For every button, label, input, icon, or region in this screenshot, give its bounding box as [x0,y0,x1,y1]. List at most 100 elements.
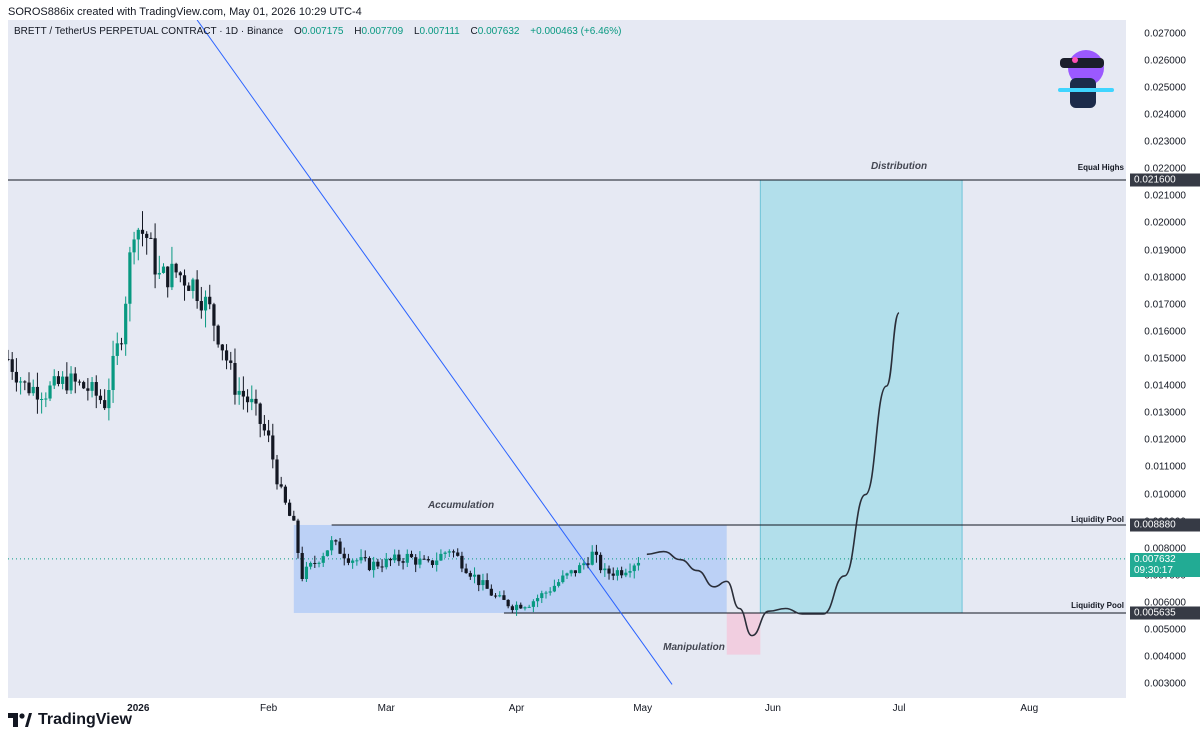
candle-body [140,229,145,234]
candle-body [531,601,535,607]
candle-body [40,398,44,400]
price-tick-label: 0.021000 [1144,190,1186,202]
price-tick-label: 0.023000 [1144,136,1186,148]
candle-body [443,552,447,554]
candle-body [208,296,212,305]
candle-body [94,382,98,396]
price-tick-label: 0.010000 [1144,489,1186,501]
candle-body [514,604,519,611]
open-value: 0.007175 [301,26,344,37]
distribution-zone [759,179,963,614]
liquidity-pool-bottom-label: Liquidity Pool [1071,601,1124,610]
candle-body [266,430,271,436]
candle-body [27,382,31,394]
candle-body [44,398,48,400]
candle-body [405,553,409,563]
candle-body [397,554,401,562]
time-tick-label: 2026 [127,703,150,714]
mascot-icon [1058,50,1114,108]
candle-body [498,595,502,597]
candle-body [8,359,10,360]
candle-body [178,272,182,276]
candle-body [590,551,594,565]
candle-body [115,343,119,356]
liquidity-bottom-price-badge: 0.005635 [1130,606,1200,620]
time-tick-label: Aug [1020,703,1039,714]
price-tick-label: 0.006000 [1144,597,1186,609]
candle-body [174,263,178,273]
candle-body [334,540,338,542]
candle-body [565,573,569,576]
candle-body [548,591,552,593]
candle-body [430,560,435,565]
time-tick-label: Mar [377,703,395,714]
candle-body [10,359,14,372]
tradingview-logo-text: TradingView [38,711,132,728]
candle-body [372,561,376,571]
candle-body [77,381,82,383]
candle-body [578,565,582,574]
price-tick-label: 0.015000 [1144,353,1186,365]
candle-body [283,486,287,503]
candle-body [330,540,334,551]
candle-body [237,390,241,395]
candle-body [271,435,275,460]
high-value: 0.007709 [361,26,404,37]
distribution-label: Distribution [870,161,928,172]
candle-body [481,580,485,586]
equal-highs-price-badge: 0.021600 [1130,173,1200,187]
liquidity-pool-top-label: Liquidity Pool [1071,515,1124,524]
symbol-name: BRETT / TetherUS PERPETUAL CONTRACT · 1D… [14,26,284,37]
candle-body [603,568,607,571]
candle-body [594,551,599,555]
candle-body [388,558,393,561]
candle-body [86,388,90,391]
candle-body [23,381,27,383]
trendline [196,20,673,685]
candle-body [170,263,174,288]
candle-body [472,574,477,577]
candle-body [224,350,229,361]
candle-body [229,360,233,363]
time-tick-label: Jun [764,703,781,714]
candle-body [573,570,578,574]
candle-body [136,229,140,240]
candle-body [599,554,603,571]
chart-canvas[interactable] [8,20,1126,698]
chart-plot-area[interactable]: BRETT / TetherUS PERPETUAL CONTRACT · 1D… [8,20,1126,698]
candle-body [611,573,615,576]
candle-body [73,373,77,382]
candle-body [636,562,641,566]
equal-highs-label: Equal Highs [1077,163,1124,172]
last-price-badge: 0.007632 09:30:17 [1130,552,1200,577]
candle-body [552,585,556,592]
candle-body [254,398,258,404]
candle-body [363,557,367,559]
candle-body [502,595,506,600]
candle-body [624,572,628,576]
candle-body [317,562,321,564]
candle-body [14,371,19,383]
projection-path [646,312,900,637]
price-tick-label: 0.013000 [1144,407,1186,419]
candle-body [212,304,216,326]
price-axis[interactable]: 0.027000 0.026000 0.025000 0.024000 0.023000… [1126,20,1200,698]
price-tick-label: 0.025000 [1144,82,1186,94]
candle-body [464,568,468,574]
candle-body [439,553,443,561]
low-value: 0.007111 [419,26,460,37]
candle-body [506,599,510,607]
accumulation-zone [293,524,727,613]
candle-body [245,396,250,403]
candle-body [376,561,380,567]
candle-body [489,588,493,596]
candle-body [191,279,195,291]
candle-body [149,237,153,239]
change-value: +0.000463 (+6.46%) [530,26,622,37]
time-axis[interactable]: 2026 Feb Mar Apr May Jun Jul Aug [8,698,1126,720]
candle-body [342,553,346,559]
candle-body [292,515,296,521]
candle-body [98,395,103,401]
tradingview-logo-icon [8,713,32,727]
candle-body [321,556,325,563]
